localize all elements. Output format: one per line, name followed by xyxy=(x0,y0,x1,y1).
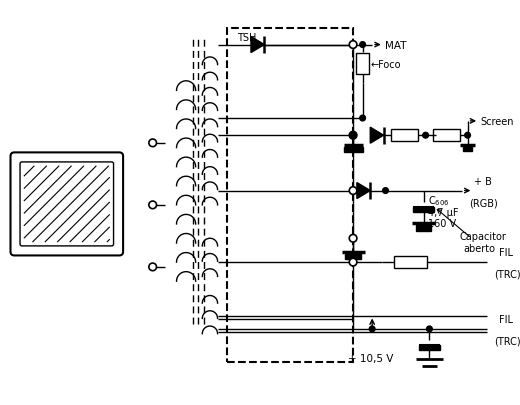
Circle shape xyxy=(349,187,357,195)
Circle shape xyxy=(349,132,357,140)
Circle shape xyxy=(383,188,388,194)
Text: (RGB): (RGB) xyxy=(470,198,498,209)
Bar xyxy=(416,225,431,231)
Text: MAT: MAT xyxy=(385,40,406,51)
Text: FIL: FIL xyxy=(499,248,513,258)
Circle shape xyxy=(349,42,357,49)
Circle shape xyxy=(360,43,366,48)
Polygon shape xyxy=(251,37,264,53)
Text: (TRC): (TRC) xyxy=(495,269,520,279)
Circle shape xyxy=(369,326,375,332)
Bar xyxy=(463,147,472,152)
Circle shape xyxy=(465,133,471,139)
Circle shape xyxy=(349,235,357,243)
Text: TSH: TSH xyxy=(237,33,256,43)
Bar xyxy=(433,130,460,142)
Text: aberto: aberto xyxy=(464,243,496,253)
Bar xyxy=(391,130,418,142)
Circle shape xyxy=(350,133,356,139)
Text: Capacitor: Capacitor xyxy=(460,232,507,242)
Circle shape xyxy=(423,133,428,139)
Text: Screen: Screen xyxy=(480,117,513,127)
Text: + B: + B xyxy=(474,176,492,186)
Text: (TRC): (TRC) xyxy=(495,335,520,345)
Circle shape xyxy=(349,259,357,266)
Circle shape xyxy=(149,140,157,147)
Text: 160 V: 160 V xyxy=(428,218,457,228)
Text: ←Foco: ←Foco xyxy=(370,60,401,70)
Text: 4,7 μF: 4,7 μF xyxy=(428,207,459,217)
Circle shape xyxy=(149,202,157,209)
Bar xyxy=(394,256,427,269)
Circle shape xyxy=(350,133,356,139)
FancyBboxPatch shape xyxy=(10,153,123,256)
Bar xyxy=(345,254,361,260)
FancyBboxPatch shape xyxy=(20,162,113,246)
Text: FIL: FIL xyxy=(499,314,513,324)
Circle shape xyxy=(426,326,432,332)
Text: C$_{606}$: C$_{606}$ xyxy=(428,194,450,207)
Bar xyxy=(419,345,440,350)
Text: + 10,5 V: + 10,5 V xyxy=(348,353,394,362)
Circle shape xyxy=(149,263,157,271)
Bar xyxy=(344,147,362,153)
Bar xyxy=(356,54,369,75)
Bar xyxy=(227,29,353,362)
Polygon shape xyxy=(370,128,384,144)
Circle shape xyxy=(360,116,366,121)
Bar xyxy=(413,207,434,212)
Polygon shape xyxy=(357,183,370,199)
